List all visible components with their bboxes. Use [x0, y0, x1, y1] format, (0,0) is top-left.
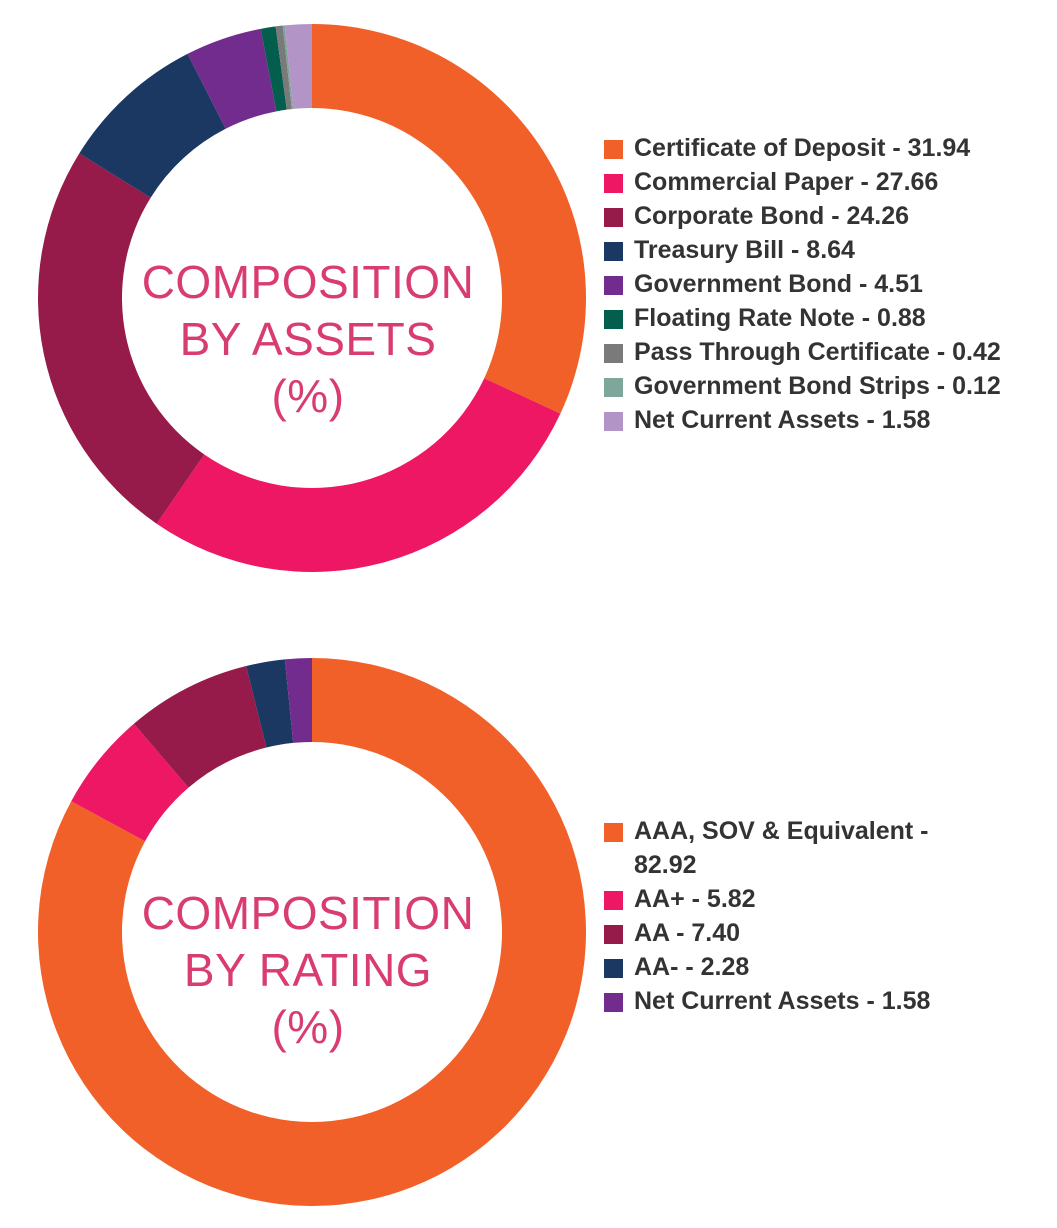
legend-item: Treasury Bill - 8.64: [604, 233, 1001, 267]
assets-title-line-1: COMPOSITION: [141, 256, 475, 308]
legend-item: Certificate of Deposit - 31.94: [604, 131, 1001, 165]
rating-title-line-2: BY RATING: [183, 944, 433, 996]
legend-label: Certificate of Deposit - 31.94: [634, 134, 971, 162]
rating-legend: AAA, SOV & Equivalent - 82.92 AA+ - 5.82…: [604, 814, 964, 1018]
legend-swatch: [604, 993, 623, 1012]
legend-label: Floating Rate Note - 0.88: [634, 304, 926, 332]
donut-slice-6: [260, 26, 287, 112]
donut-slice-4: [79, 53, 226, 198]
legend-label: AA - 7.40: [634, 919, 741, 947]
donut-slice-5: [284, 658, 312, 743]
legend-swatch: [604, 344, 623, 363]
legend-item: Pass Through Certificate - 0.42: [604, 335, 1001, 369]
assets-legend: Certificate of Deposit - 31.94 Commercia…: [604, 131, 1001, 437]
legend-item: AA+ - 5.82: [604, 882, 964, 916]
assets-chart: COMPOSITION BY ASSETS (%) Certificate of…: [0, 0, 1057, 600]
legend-item: Net Current Assets - 1.58: [604, 403, 1001, 437]
legend-label: Net Current Assets - 1.58: [634, 406, 931, 434]
donut-slice-7: [275, 25, 292, 110]
rating-title-line-1: COMPOSITION: [141, 887, 475, 939]
donut-slice-1: [312, 24, 586, 414]
rating-center-title: COMPOSITION BY RATING (%): [118, 885, 498, 1056]
legend-label: Government Bond Strips - 0.12: [634, 372, 1001, 400]
rating-donut: [37, 658, 587, 1206]
legend-item: Net Current Assets - 1.58: [604, 984, 964, 1018]
legend-swatch: [604, 925, 623, 944]
assets-center-title: COMPOSITION BY ASSETS (%): [118, 254, 498, 425]
legend-item: Floating Rate Note - 0.88: [604, 301, 1001, 335]
legend-swatch: [604, 412, 623, 431]
legend-item: AAA, SOV & Equivalent - 82.92: [604, 814, 964, 882]
legend-item: Government Bond Strips - 0.12: [604, 369, 1001, 403]
legend-item: Corporate Bond - 24.26: [604, 199, 1001, 233]
donut-slice-8: [282, 25, 294, 110]
legend-swatch: [604, 174, 623, 193]
legend-item: Commercial Paper - 27.66: [604, 165, 1001, 199]
legend-swatch: [604, 378, 623, 397]
legend-swatch: [604, 959, 623, 978]
legend-swatch: [604, 276, 623, 295]
legend-label: Commercial Paper - 27.66: [634, 168, 939, 196]
donut-slice-3: [37, 153, 205, 524]
legend-swatch: [604, 208, 623, 227]
legend-swatch: [604, 242, 623, 261]
legend-item: AA- - 2.28: [604, 950, 964, 984]
donut-slice-2: [156, 378, 561, 572]
legend-label: Net Current Assets - 1.58: [634, 987, 931, 1015]
legend-label: Government Bond - 4.51: [634, 270, 923, 298]
legend-swatch: [604, 823, 623, 842]
assets-donut: [37, 24, 586, 572]
donut-slice-2: [71, 723, 189, 842]
legend-label: AAA, SOV & Equivalent - 82.92: [634, 817, 929, 879]
assets-title-line-3: (%): [271, 370, 345, 422]
legend-label: Pass Through Certificate - 0.42: [634, 338, 1001, 366]
donut-slice-1: [37, 658, 587, 1206]
rating-chart: COMPOSITION BY RATING (%) AAA, SOV & Equ…: [0, 630, 1057, 1228]
donut-slice-9: [284, 24, 312, 109]
rating-title-line-3: (%): [271, 1001, 345, 1053]
donut-slice-4: [246, 659, 294, 748]
legend-item: AA - 7.40: [604, 916, 964, 950]
donut-slice-5: [187, 28, 277, 129]
donut-slice-3: [133, 666, 267, 788]
assets-title-line-2: BY ASSETS: [179, 313, 437, 365]
legend-item: Government Bond - 4.51: [604, 267, 1001, 301]
legend-label: AA+ - 5.82: [634, 885, 756, 913]
legend-label: Corporate Bond - 24.26: [634, 202, 910, 230]
legend-swatch: [604, 140, 623, 159]
legend-swatch: [604, 310, 623, 329]
legend-swatch: [604, 891, 623, 910]
legend-label: AA- - 2.28: [634, 953, 750, 981]
legend-label: Treasury Bill - 8.64: [634, 236, 855, 264]
